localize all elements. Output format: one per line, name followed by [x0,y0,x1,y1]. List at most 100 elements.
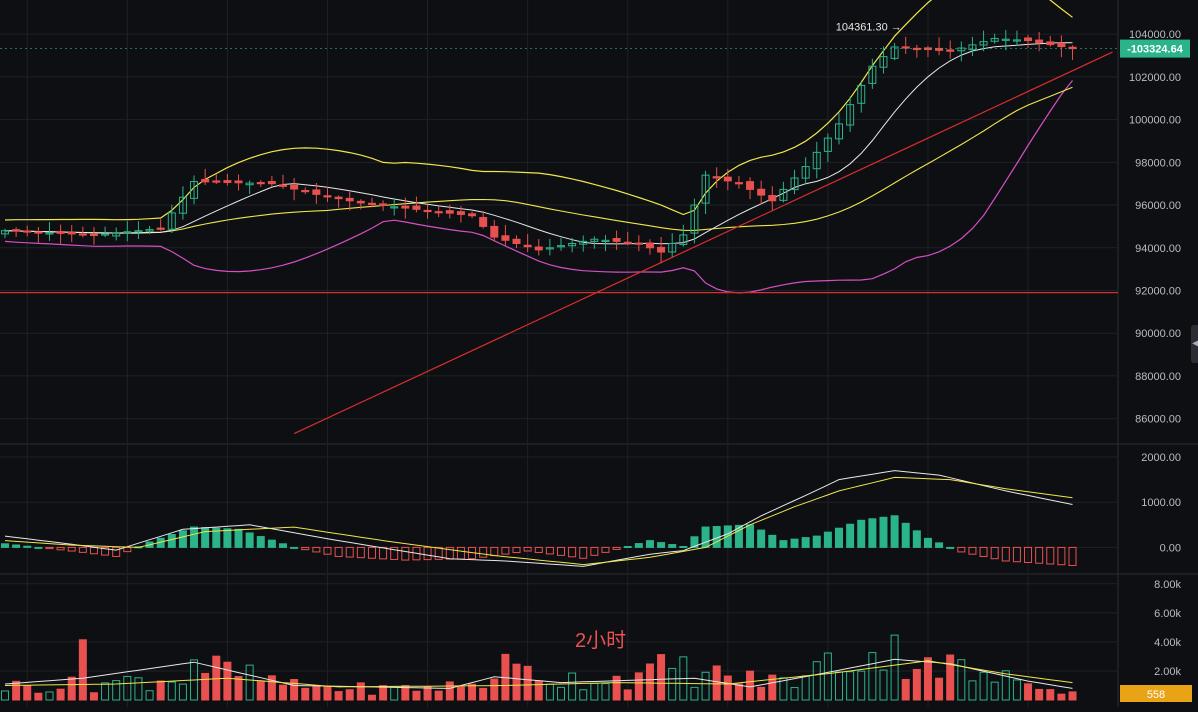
candle-up[interactable] [590,238,599,242]
candle-up[interactable] [868,65,877,84]
candle-down[interactable] [479,217,488,227]
candle-down[interactable] [78,233,87,236]
candle-up[interactable] [979,41,988,46]
candle-down[interactable] [279,184,287,187]
candle-down[interactable] [334,196,343,200]
candle-down[interactable] [612,238,621,242]
candle-down[interactable] [445,210,454,214]
candle-up[interactable] [679,234,688,245]
candle-down[interactable] [946,49,955,52]
candle-down[interactable] [1046,41,1055,46]
candle-down[interactable] [401,205,410,209]
candle-down[interactable] [634,242,643,245]
candle-up[interactable] [568,242,577,247]
candle-up[interactable] [846,104,855,126]
candle-up[interactable] [101,233,110,236]
candle-down[interactable] [379,203,388,206]
candle-down[interactable] [267,181,276,185]
trendline[interactable] [293,51,1113,435]
candle-up[interactable] [390,206,399,209]
candle-down[interactable] [23,230,32,233]
candle-down[interactable] [323,195,332,198]
candle-down[interactable] [512,238,521,244]
candle-down[interactable] [1068,46,1077,50]
candle-down[interactable] [523,244,532,248]
candle-down[interactable] [234,180,243,184]
candle-up[interactable] [823,137,832,152]
candle-up[interactable] [957,47,966,52]
candle-up[interactable] [601,239,610,242]
candle-up[interactable] [812,151,821,170]
candle-up[interactable] [879,56,888,68]
candle-down[interactable] [423,209,432,213]
volume-bar [812,661,821,701]
candle-down[interactable] [256,182,265,185]
candle-up[interactable] [1012,39,1021,42]
candle-down[interactable] [1057,42,1066,48]
candle-up[interactable] [968,44,977,51]
candle-down[interactable] [201,178,210,183]
candle-up[interactable] [134,230,143,233]
candle-up[interactable] [190,181,199,199]
candle-up[interactable] [178,196,187,214]
candle-up[interactable] [545,247,554,250]
candle-up[interactable] [557,245,565,248]
candle-down[interactable] [434,211,443,214]
candle-down[interactable] [12,229,21,232]
candle-down[interactable] [290,184,299,190]
candle-up[interactable] [112,232,121,237]
candle-down[interactable] [901,46,910,49]
candle-down[interactable] [468,213,477,217]
candle-up[interactable] [701,174,710,204]
candle-up[interactable] [45,232,54,235]
candle-up[interactable] [123,231,132,234]
candle-down[interactable] [645,242,654,249]
candle-down[interactable] [345,197,354,202]
candle-up[interactable] [145,229,154,232]
candle-down[interactable] [456,211,465,215]
candle-up[interactable] [890,46,899,59]
candle-down[interactable] [56,230,65,234]
candle-down[interactable] [312,189,321,195]
candle-up[interactable] [857,84,866,104]
candle-down[interactable] [223,180,232,183]
candle-down[interactable] [301,190,310,193]
candle-down[interactable] [501,235,510,241]
candle-up[interactable] [167,212,176,230]
candle-up[interactable] [990,37,999,42]
candle-up[interactable] [579,240,588,245]
candle-down[interactable] [356,200,365,204]
candle-up[interactable] [835,123,843,140]
candle-up[interactable] [790,177,799,191]
candle-down[interactable] [156,227,165,230]
candle-up[interactable] [690,204,699,234]
candle-down[interactable] [623,241,632,244]
candle-down[interactable] [490,225,499,238]
candle-up[interactable] [245,182,254,186]
candle-down[interactable] [534,246,543,251]
candle-down[interactable] [712,176,721,179]
collapse-panel-handle[interactable]: ◀ [1191,325,1198,363]
candle-down[interactable] [34,231,43,234]
candle-down[interactable] [657,246,666,253]
candle-down[interactable] [1024,37,1033,42]
candle-down[interactable] [768,195,777,202]
candle-up[interactable] [779,188,788,201]
candle-down[interactable] [89,233,98,237]
candle-down[interactable] [757,188,766,196]
candle-up[interactable] [1,230,9,235]
candle-down[interactable] [212,180,221,183]
candle-down[interactable] [1035,39,1044,44]
candle-down[interactable] [746,181,755,190]
candle-up[interactable] [1001,38,1010,41]
candle-up[interactable] [668,242,677,253]
candle-down[interactable] [412,205,421,210]
candle-down[interactable] [734,182,743,185]
candle-up[interactable] [801,166,810,179]
candle-down[interactable] [67,231,76,235]
candle-down[interactable] [723,176,732,182]
candle-down[interactable] [935,47,944,51]
candle-down[interactable] [367,202,376,206]
